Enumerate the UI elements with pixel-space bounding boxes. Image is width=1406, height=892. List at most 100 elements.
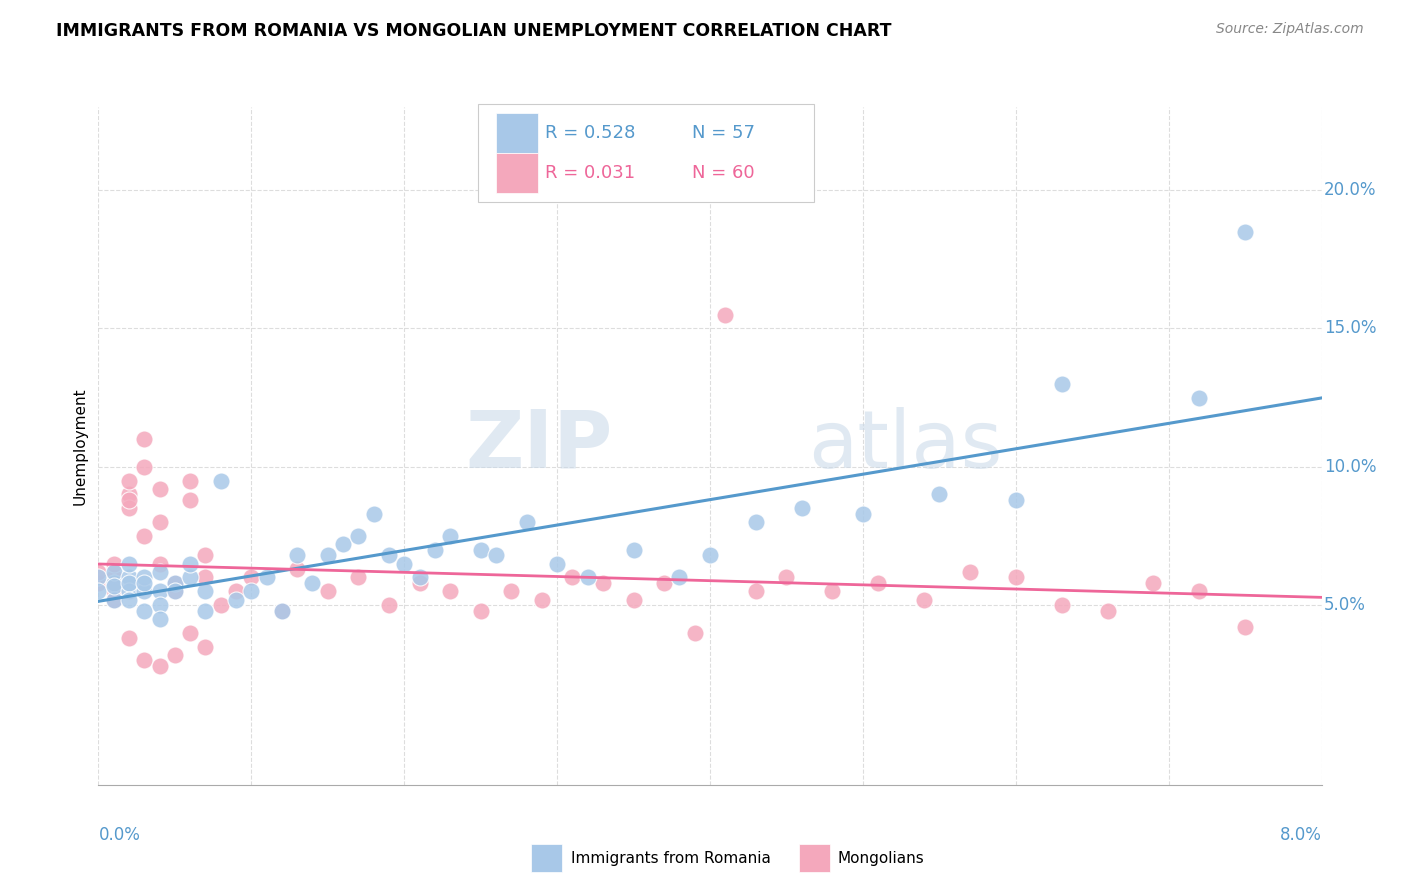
Point <box>103 576 125 591</box>
Point <box>134 432 156 446</box>
Text: ZIP: ZIP <box>465 407 612 485</box>
Point <box>683 625 706 640</box>
Point <box>194 604 217 618</box>
Point <box>668 570 690 584</box>
Point <box>240 584 263 599</box>
Point <box>149 557 172 571</box>
Point <box>209 474 232 488</box>
Point <box>316 584 339 599</box>
Point <box>118 557 141 571</box>
Point <box>194 640 217 654</box>
Point <box>775 570 797 584</box>
Point <box>439 584 461 599</box>
Point <box>87 570 110 584</box>
Point <box>118 570 141 584</box>
Point <box>912 592 935 607</box>
Point <box>392 557 416 571</box>
Point <box>1050 598 1073 612</box>
Point <box>87 584 110 599</box>
Text: N = 57: N = 57 <box>692 124 755 142</box>
Point <box>363 507 385 521</box>
Point <box>225 584 247 599</box>
Point <box>561 570 583 584</box>
Point <box>118 584 141 599</box>
Point <box>103 579 125 593</box>
Point <box>225 592 247 607</box>
Point <box>118 576 141 591</box>
FancyBboxPatch shape <box>496 153 537 193</box>
Point <box>103 570 125 584</box>
Point <box>516 515 538 529</box>
Point <box>103 557 125 571</box>
Point <box>332 537 354 551</box>
Point <box>378 549 401 563</box>
Point <box>790 501 813 516</box>
Point <box>470 542 492 557</box>
FancyBboxPatch shape <box>478 103 814 202</box>
Point <box>194 584 217 599</box>
Point <box>699 549 721 563</box>
Text: 20.0%: 20.0% <box>1324 181 1376 199</box>
Point <box>134 584 156 599</box>
Point <box>1234 620 1257 634</box>
Point <box>378 598 401 612</box>
Text: 15.0%: 15.0% <box>1324 319 1376 337</box>
Text: IMMIGRANTS FROM ROMANIA VS MONGOLIAN UNEMPLOYMENT CORRELATION CHART: IMMIGRANTS FROM ROMANIA VS MONGOLIAN UNE… <box>56 22 891 40</box>
Point <box>163 648 186 662</box>
Text: 0.0%: 0.0% <box>98 826 141 844</box>
Point <box>285 549 308 563</box>
Point <box>1188 584 1211 599</box>
Point <box>868 576 890 591</box>
Point <box>439 529 461 543</box>
Point <box>163 584 186 599</box>
Point <box>163 576 186 591</box>
Point <box>821 584 844 599</box>
Point <box>347 529 370 543</box>
Point <box>118 474 141 488</box>
Point <box>546 557 568 571</box>
Point <box>194 570 217 584</box>
Text: N = 60: N = 60 <box>692 164 754 182</box>
Point <box>149 584 172 599</box>
Point <box>118 492 141 507</box>
Point <box>134 459 156 474</box>
Point <box>118 501 141 516</box>
Text: 8.0%: 8.0% <box>1279 826 1322 844</box>
Point <box>103 576 125 591</box>
Point <box>270 604 294 618</box>
Text: atlas: atlas <box>808 407 1002 485</box>
Point <box>270 604 294 618</box>
Point <box>592 576 614 591</box>
Point <box>408 576 430 591</box>
Point <box>149 565 172 579</box>
Point <box>301 576 323 591</box>
Point <box>179 625 201 640</box>
Point <box>1188 391 1211 405</box>
Point <box>179 474 201 488</box>
Point <box>623 542 645 557</box>
Point <box>1097 604 1119 618</box>
Point <box>928 487 950 501</box>
Point <box>103 592 125 607</box>
Text: 5.0%: 5.0% <box>1324 596 1367 614</box>
Point <box>163 576 186 591</box>
Point <box>408 570 430 584</box>
Text: R = 0.528: R = 0.528 <box>546 124 636 142</box>
Point <box>149 515 172 529</box>
Point <box>959 565 981 579</box>
Point <box>1004 492 1026 507</box>
Point <box>103 592 125 607</box>
Point <box>623 592 645 607</box>
Point <box>485 549 508 563</box>
Point <box>1234 225 1257 239</box>
Point <box>745 515 768 529</box>
Point <box>163 584 186 599</box>
Point <box>134 576 156 591</box>
Point <box>1004 570 1026 584</box>
Point <box>179 570 201 584</box>
Point <box>347 570 370 584</box>
Point <box>285 562 308 576</box>
Point <box>470 604 492 618</box>
Point <box>103 565 125 579</box>
Point <box>134 653 156 667</box>
